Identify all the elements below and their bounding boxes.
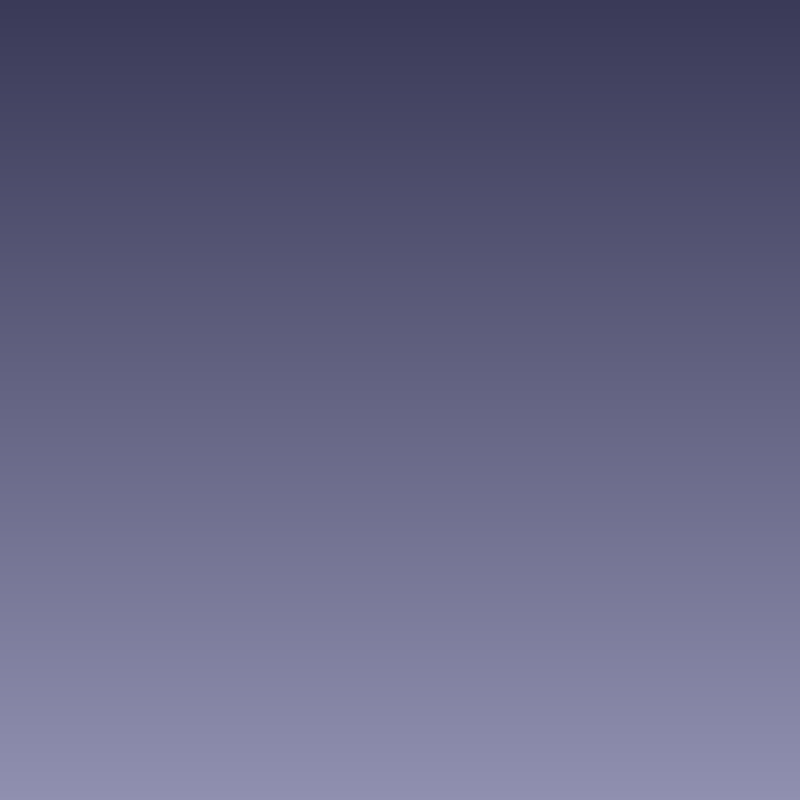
Bar <box>112 279 373 383</box>
Text: Fossil: Fossil <box>198 214 287 242</box>
Text: Fossil Data: Fossil Data <box>298 119 522 153</box>
Bar <box>112 176 373 279</box>
Text: 294: 294 <box>498 317 557 346</box>
Text: C: C <box>232 524 254 553</box>
Text: 375: 375 <box>498 524 557 553</box>
Text: A: A <box>232 317 253 346</box>
Bar <box>373 486 733 590</box>
Text: B: B <box>232 420 253 450</box>
Bar <box>373 176 733 279</box>
Bar <box>373 383 733 486</box>
Bar <box>112 486 373 590</box>
Text: Depth (meters: Depth (meters <box>414 214 642 242</box>
Text: 385: 385 <box>498 420 557 450</box>
Bar <box>112 383 373 486</box>
Bar <box>373 590 733 694</box>
Bar <box>373 279 733 383</box>
Bar <box>112 590 373 694</box>
Text: Index fossil: Index fossil <box>131 627 302 656</box>
Text: 210: 210 <box>498 627 557 656</box>
